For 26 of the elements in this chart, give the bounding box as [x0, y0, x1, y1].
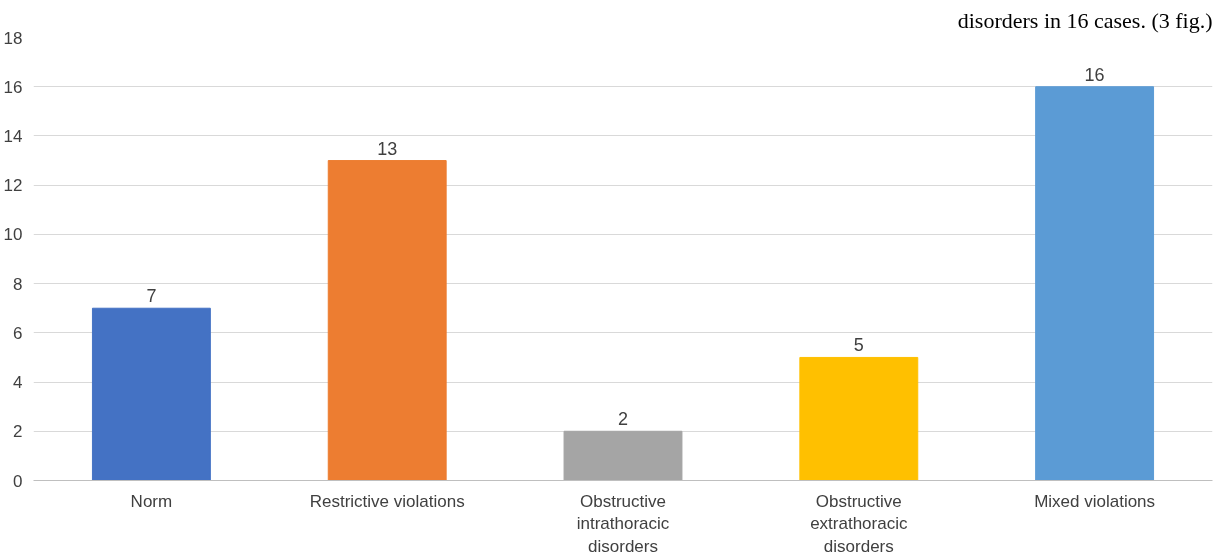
x-tick-label: Restrictive violations: [309, 491, 465, 511]
y-tick-label: 12: [3, 176, 23, 196]
x-tick-label: Norm: [130, 491, 173, 511]
y-tick-label: 14: [3, 126, 23, 146]
y-tick-label: 18: [3, 28, 23, 48]
data-label: 16: [1084, 64, 1105, 85]
y-tick-label: 0: [13, 471, 23, 491]
y-tick-label: 4: [13, 373, 23, 393]
x-tick-label: Obstructive extrathoracic disorders: [810, 491, 908, 557]
text: disorders in 16 cases. (3 fig.): [957, 7, 1213, 33]
y-tick-label: 16: [3, 77, 23, 97]
bar: [327, 160, 447, 481]
y-tick-label: 2: [13, 422, 23, 442]
x-tick-label: Mixed violations: [1034, 491, 1156, 511]
bar: [563, 430, 683, 481]
y-tick-label: 6: [13, 323, 23, 343]
x-tick-label: Obstructive intrathoracic disorders: [576, 491, 670, 557]
data-label: 2: [617, 409, 629, 430]
y-tick-label: 8: [13, 274, 23, 294]
data-label: 5: [853, 335, 864, 356]
bar: [1035, 86, 1155, 481]
bar: [799, 356, 919, 481]
data-label: 13: [377, 138, 398, 159]
y-tick-label: 10: [3, 225, 23, 245]
data-label: 7: [146, 286, 157, 307]
bar: [91, 307, 211, 481]
